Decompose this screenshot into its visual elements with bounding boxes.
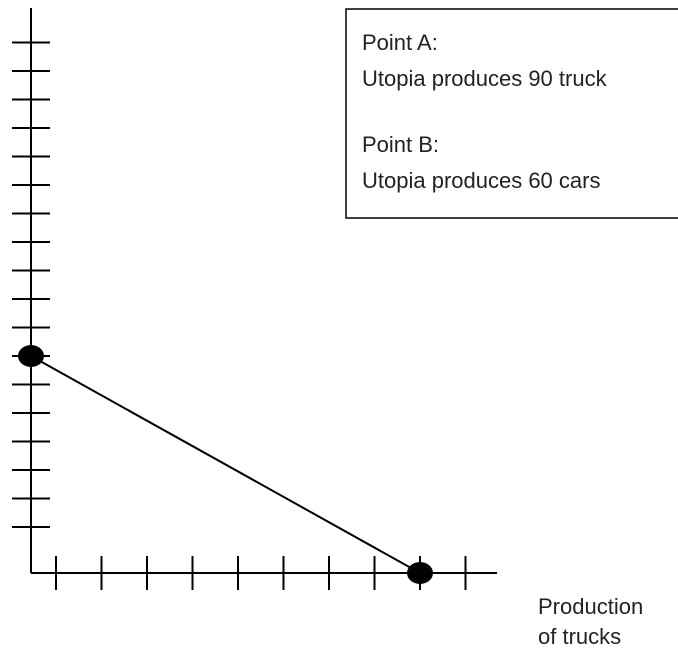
ppf-line (30, 355, 421, 574)
annotation-line-1: Point A: (362, 30, 438, 55)
x-axis-label-line-2: of trucks (538, 624, 621, 649)
chart-point-1 (18, 345, 44, 367)
y-axis-ticks (12, 41, 50, 528)
chart-points (18, 345, 433, 584)
x-axis-label: Production of trucks (538, 594, 643, 649)
x-axis-ticks (55, 556, 467, 590)
annotation-line-4: Point B: (362, 132, 439, 157)
annotation-line-2: Utopia produces 90 truck (362, 66, 608, 91)
annotation-frame (345, 8, 678, 219)
annotation-line-5: Utopia produces 60 cars (362, 168, 600, 193)
x-axis-label-line-1: Production (538, 594, 643, 619)
chart-point-2 (407, 562, 433, 584)
annotation-box: Point A: Utopia produces 90 truck Point … (345, 8, 678, 219)
